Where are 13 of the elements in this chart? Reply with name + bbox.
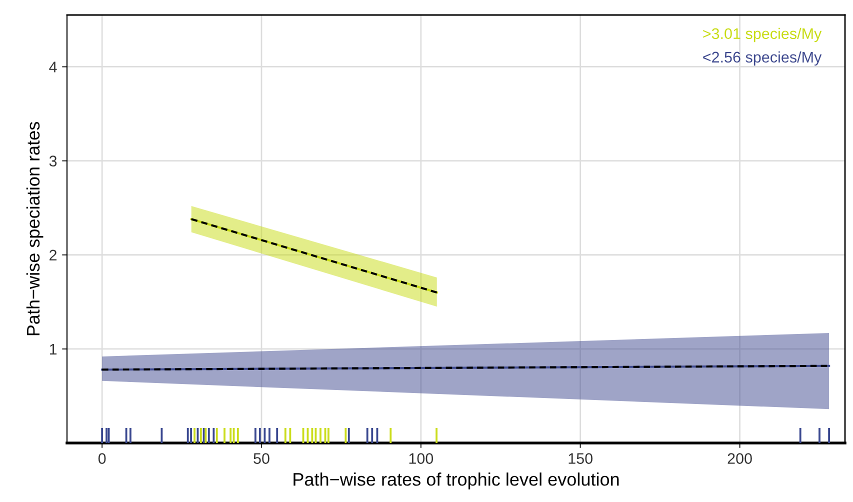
y-axis-title: Path−wise speciation rates — [26, 122, 44, 336]
x-tick-label: 0 — [98, 453, 106, 464]
x-tick-label: 50 — [254, 453, 270, 464]
y-tick-label: 1 — [50, 344, 57, 354]
x-tick-label: 150 — [568, 453, 592, 464]
x-axis-title: Path−wise rates of trophic level evolution — [294, 472, 619, 490]
text: >3.01 species/My — [703, 28, 822, 42]
y-tick-label: 3 — [49, 156, 57, 166]
text: <2.56 species/My — [703, 51, 822, 66]
x-tick-label: 200 — [728, 453, 752, 464]
x-tick-label: 100 — [409, 453, 434, 464]
y-tick-label: 4 — [49, 62, 57, 72]
y-tick-label: 2 — [50, 250, 57, 260]
